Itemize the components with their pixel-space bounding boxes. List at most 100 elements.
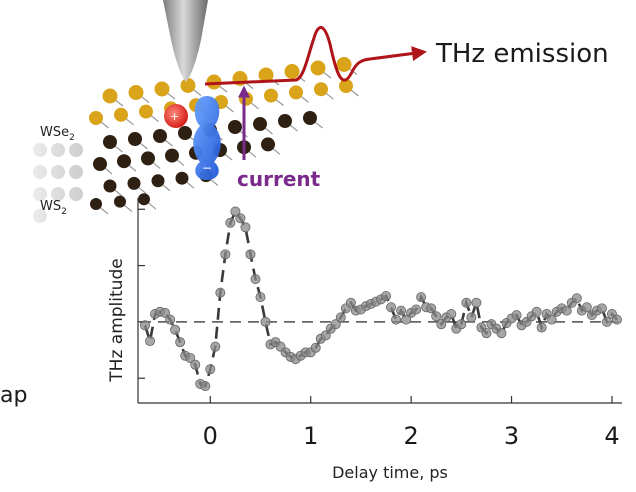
data-point	[210, 341, 221, 352]
x-tick-label: 3	[504, 422, 519, 450]
data-point	[235, 213, 246, 224]
data-point	[185, 352, 196, 363]
data-point	[561, 305, 572, 316]
data-point	[596, 303, 607, 314]
x-ticks: 0 1 2 3 4	[203, 396, 620, 450]
data-point	[165, 314, 176, 325]
atom-icon	[314, 82, 328, 97]
atom-icon	[178, 126, 192, 140]
data-point	[255, 292, 266, 303]
data-point	[240, 222, 251, 233]
thz-emission-label: THz emission	[435, 39, 609, 69]
data-point	[175, 337, 186, 348]
atom-icon	[138, 193, 150, 206]
atom-icon	[154, 81, 170, 97]
data-point	[416, 292, 427, 303]
atom-icon	[89, 111, 103, 125]
data-point	[200, 381, 211, 392]
data-point	[190, 359, 201, 370]
data-point	[335, 312, 346, 323]
data-point	[531, 306, 542, 317]
stm-tip-icon	[163, 0, 208, 82]
data-point	[601, 316, 612, 327]
data-point	[250, 274, 261, 285]
atom-icon	[114, 107, 128, 122]
atom-icon	[258, 67, 274, 83]
data-point	[481, 328, 492, 339]
atom-icon	[228, 120, 242, 134]
data-point	[536, 322, 547, 333]
y-ticks	[138, 208, 145, 379]
atom-icon	[253, 117, 267, 131]
y-axis-label: THz amplitude	[107, 258, 127, 382]
data-point	[205, 364, 216, 375]
x-axis-label: Delay time, ps	[332, 463, 448, 482]
atom-icon	[141, 151, 155, 166]
hole-minus-icon: −	[202, 161, 212, 175]
atom-icon	[303, 111, 317, 125]
atom-icon	[90, 198, 102, 210]
data-point	[496, 328, 507, 339]
atom-icon	[310, 60, 326, 76]
data-point	[446, 309, 457, 320]
data-point	[260, 316, 271, 327]
data-point	[245, 249, 256, 260]
cropped-edge-text: ap	[0, 383, 27, 408]
data-point	[611, 314, 622, 325]
data-points	[140, 206, 622, 392]
atom-icon	[114, 195, 126, 208]
data-point	[220, 249, 231, 260]
thz-amplitude-chart: 0 1 2 3 4 THz amplitude Delay time, ps	[107, 198, 622, 482]
atom-icon	[93, 157, 107, 171]
data-point	[546, 314, 557, 325]
atom-icon	[165, 148, 179, 163]
data-point	[320, 330, 331, 341]
data-point	[431, 311, 442, 322]
electron-plus-icon: +	[170, 110, 179, 123]
data-point	[571, 293, 582, 304]
layer-label-ws2: WS2	[40, 199, 67, 217]
atom-icon	[117, 154, 131, 169]
atom-icon	[206, 74, 222, 90]
atom-icon	[103, 135, 117, 149]
atom-icon	[336, 57, 352, 72]
electron-icon	[164, 104, 188, 128]
data-point	[396, 305, 407, 316]
atom-icon	[289, 85, 303, 100]
data-point	[345, 297, 356, 308]
data-point	[225, 217, 236, 228]
x-tick-label: 0	[203, 422, 218, 450]
data-point	[581, 302, 592, 313]
data-point	[330, 319, 341, 330]
data-point	[170, 324, 181, 335]
data-point	[215, 287, 226, 298]
data-point	[436, 319, 447, 330]
data-point	[471, 297, 482, 308]
x-tick-label: 2	[403, 422, 418, 450]
atom-icon	[128, 132, 142, 146]
data-point	[461, 297, 472, 308]
atom-icon	[139, 104, 153, 119]
layer-label-wse2: WSe2	[40, 125, 75, 143]
atom-icon	[180, 78, 196, 93]
data-point	[140, 320, 151, 331]
atom-icon	[261, 137, 275, 152]
data-point	[426, 303, 437, 314]
atom-icon	[264, 88, 278, 103]
data-point	[310, 342, 321, 353]
lattice-fade	[0, 40, 80, 250]
atom-icon	[103, 179, 117, 193]
atom-icon	[153, 129, 167, 143]
data-point	[381, 290, 392, 301]
atom-icon	[175, 171, 189, 185]
x-tick-label: 4	[604, 422, 619, 450]
atom-icon	[127, 176, 141, 190]
data-point	[401, 314, 412, 325]
data-point	[511, 310, 522, 321]
x-tick-label: 1	[303, 422, 318, 450]
atom-icon	[128, 85, 144, 100]
data-point	[145, 336, 156, 347]
data-point	[230, 206, 241, 217]
atom-icon	[339, 79, 353, 93]
